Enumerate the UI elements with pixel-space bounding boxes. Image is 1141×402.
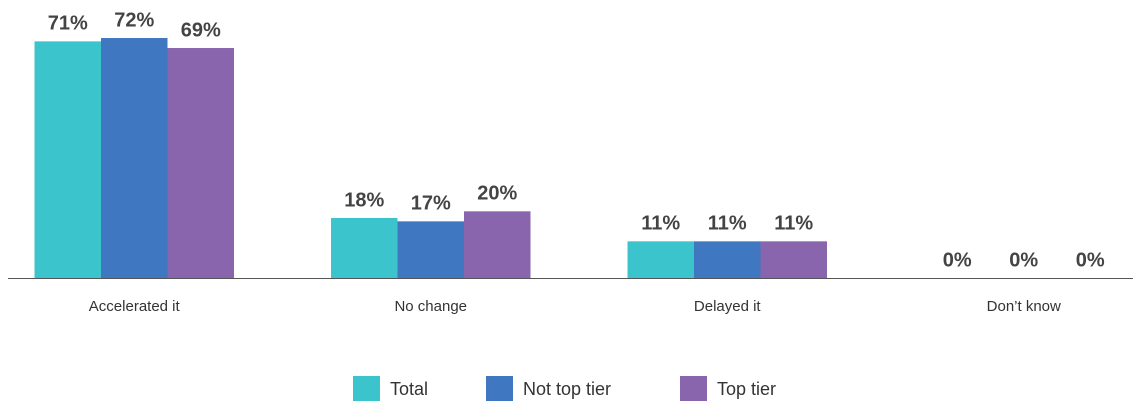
bar — [331, 218, 398, 278]
bar — [760, 241, 827, 278]
value-label: 11% — [774, 213, 813, 235]
value-label: 72% — [114, 9, 154, 31]
bar — [694, 241, 761, 278]
value-label: 69% — [181, 19, 221, 41]
value-label: 11% — [641, 213, 680, 235]
legend-label: Top tier — [717, 379, 776, 399]
bar — [397, 221, 464, 278]
x-tick-label: No change — [394, 298, 467, 315]
value-label: 0% — [1009, 249, 1038, 271]
legend-swatch — [680, 376, 707, 401]
bar — [101, 38, 168, 278]
legend-swatch — [353, 376, 380, 401]
bar — [34, 41, 101, 279]
x-tick-label: Delayed it — [694, 298, 762, 315]
value-label: 20% — [477, 183, 517, 205]
value-label: 11% — [708, 213, 747, 235]
bar — [167, 48, 234, 279]
value-label: 0% — [943, 249, 972, 271]
x-tick-label: Accelerated it — [89, 298, 181, 315]
legend-label: Not top tier — [523, 379, 611, 399]
bar — [627, 241, 694, 278]
value-label: 17% — [411, 193, 451, 215]
x-tick-label: Don’t know — [987, 298, 1061, 315]
value-label: 0% — [1076, 249, 1105, 271]
bar — [464, 211, 531, 278]
legend-label: Total — [390, 379, 428, 399]
legend-swatch — [486, 376, 513, 401]
value-label: 71% — [48, 13, 88, 35]
value-label: 18% — [344, 189, 384, 211]
